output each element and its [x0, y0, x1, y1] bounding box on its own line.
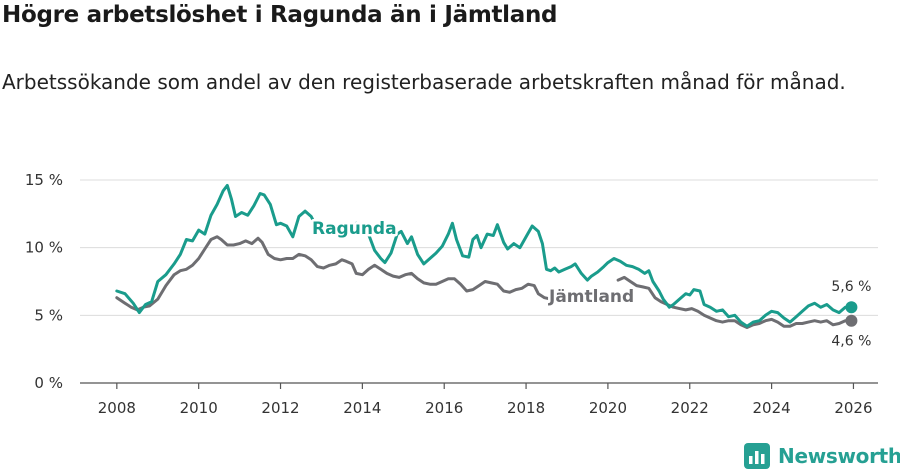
series-lines: [115, 183, 858, 329]
ragunda-end-label: 5,6 %: [831, 279, 871, 295]
line-chart: 0 %5 %10 %15 % 2008 2010 2012 2014 2016 2018 2…: [25, 171, 878, 417]
x-tick-label: 2020: [589, 399, 627, 417]
y-tick-label: 15 %: [25, 171, 63, 189]
gridlines: [80, 179, 878, 316]
y-axis: 0 % 5 % 10 % 15 %: [25, 171, 63, 392]
jamtland-end-point: [845, 314, 858, 327]
x-tick-label: 2026: [834, 399, 872, 417]
newsworthy-logo[interactable]: Newsworthy: [744, 441, 900, 471]
chart-subtitle: Arbetssökande som andel av den registerb…: [2, 70, 846, 94]
x-tick-label: 2012: [261, 399, 299, 417]
x-axis: 2008 2010 2012 2014 2016 2018 2020 2022 2024 2026: [80, 382, 878, 417]
x-tick-label: 2016: [425, 399, 463, 417]
jamtland-line: [115, 235, 853, 329]
y-tick-label: 5 %: [34, 306, 63, 324]
ragunda-series-label-halo: Ragunda: [312, 219, 397, 239]
jamtland-series-label: Jämtland: [548, 287, 634, 307]
bar-chart-icon: [744, 443, 770, 469]
x-tick-label: 2010: [180, 399, 218, 417]
y-tick-label: 10 %: [25, 239, 63, 257]
x-tick-label: 2024: [753, 399, 791, 417]
jamtland-series-label-halo: Jämtland: [548, 287, 634, 307]
x-tick-label: 2018: [507, 399, 545, 417]
chart-title: Högre arbetslöshet i Ragunda än i Jämtla…: [2, 2, 558, 28]
ragunda-end-point: [845, 301, 858, 314]
ragunda-line: [115, 183, 853, 328]
x-tick-label: 2008: [98, 399, 136, 417]
ragunda-series-label: Ragunda: [312, 219, 397, 239]
x-tick-label: 2014: [343, 399, 381, 417]
brand-name: Newsworthy: [778, 444, 900, 468]
y-tick-label: 0 %: [34, 374, 63, 392]
jamtland-end-label: 4,6 %: [831, 334, 871, 350]
x-tick-label: 2022: [671, 399, 709, 417]
